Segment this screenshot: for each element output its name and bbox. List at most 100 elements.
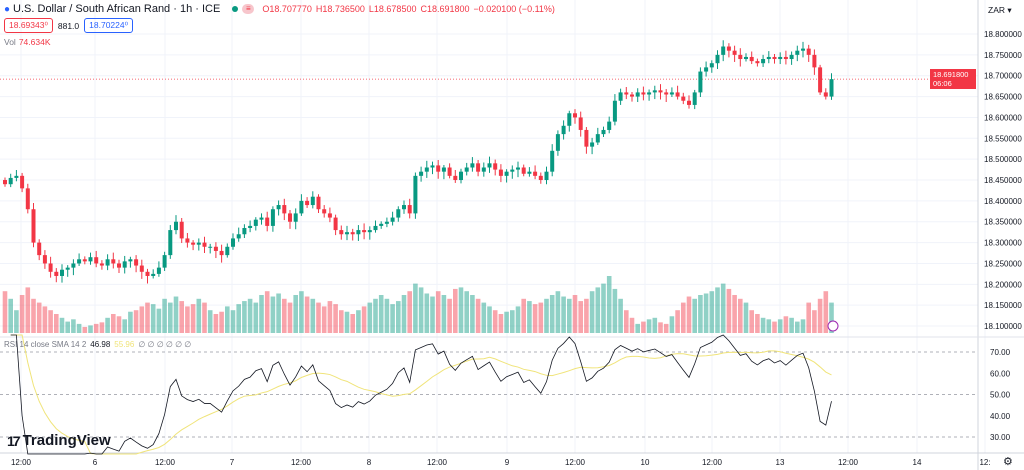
candle-body [14,175,19,178]
volume-bar [435,291,441,333]
time-tick-label: 9 [505,458,510,467]
volume-bar [225,306,230,333]
candle-body [721,46,726,55]
volume-bar [510,310,515,333]
candle-body [601,129,606,135]
volume-bar [31,298,36,333]
candle-body [687,100,691,105]
volume-bar [202,302,207,333]
volume-bar [675,310,680,333]
price-tick-label: 18.800000 [984,30,1022,39]
volume-bar [76,323,82,333]
hamburger-icon[interactable]: ≡ [242,4,255,14]
time-tick-label: 12:00 [11,458,32,467]
volume-bar [743,302,749,333]
volume-bar [504,311,509,333]
volume-bar [310,298,316,333]
volume-bar [760,317,766,333]
candle-body [305,200,310,206]
candle-body [299,200,304,214]
candle-body [48,263,53,272]
candle-body [339,230,344,235]
volume-bar [812,310,817,333]
sell-button[interactable]: 18.69343⁰ [4,18,53,33]
time-tick-label: 6 [93,458,98,467]
volume-bar [686,296,692,333]
candle-body [447,167,452,176]
candle-body [664,92,669,95]
candle-body [105,259,110,266]
volume-bar [624,310,629,333]
candle-body [715,54,720,64]
candle-body [333,217,338,231]
currency-selector[interactable]: ZAR ▾ [988,5,1012,16]
candle-body [578,117,583,130]
volume-bar [105,317,110,333]
volume-bar [578,301,583,333]
candle-body [248,225,253,228]
volume-bar [65,321,70,333]
candle-body [419,171,424,176]
volume-bar [515,306,521,333]
volume-bar [168,302,173,333]
volume-bar [641,321,646,333]
candle-body [128,259,133,262]
candle-body [117,263,121,268]
symbol-header: ● U.S. Dollar / South African Rand · 1h … [4,3,555,15]
price-tick-label: 18.700000 [984,72,1022,81]
candle-body [99,263,104,266]
volume-bar [772,321,777,333]
candle-body [196,242,201,245]
candle-body [749,56,754,62]
candle-body [174,221,178,231]
volume-bar [738,298,743,333]
bar-countdown: 06:06 [933,79,952,88]
candle-body [396,209,401,218]
rsi-legend[interactable]: RSI 14 close SMA 14 2 46.98 55.96 ∅ ∅ ∅ … [4,340,191,349]
volume-bar [498,314,504,333]
candle-body [772,56,777,60]
ohlc-close: C18.691800 [420,4,470,14]
candle-body [459,171,463,181]
candle-body [436,165,441,172]
volume-bar [567,298,572,333]
candle-body [487,163,492,168]
time-tick-label: 10 [641,458,650,467]
volume-bar [561,296,566,333]
volume-bar [36,302,42,333]
volume-bar [549,295,555,333]
candle-body [111,259,116,264]
buy-button[interactable]: 18.70224⁰ [84,18,134,33]
tradingview-logo[interactable]: 17 TradingView [7,432,111,449]
gear-icon[interactable]: ⚙ [1003,456,1013,468]
volume-bar [470,295,475,333]
candle-body [179,221,184,239]
candle-body [812,54,817,68]
candle-body [829,79,834,97]
time-tick-label: 14 [913,458,922,467]
symbol-title[interactable]: U.S. Dollar / South African Rand · 1h · … [13,3,221,15]
candle-body [65,267,70,270]
candle-body [818,67,823,93]
time-tick-label: 13 [776,458,785,467]
price-tick-label: 18.300000 [984,239,1022,248]
volume-bar [720,283,726,333]
time-tick-label: 12:00 [427,458,448,467]
volume-bar [544,298,549,333]
volume-bar [316,302,321,333]
volume-bar [99,322,105,333]
candle-body [60,269,64,276]
candle-body [738,54,743,60]
volume-bar [190,304,196,333]
lightning-icon [827,320,839,332]
volume-bar [777,319,783,333]
candle-body [8,177,13,185]
candle-body [413,175,418,214]
currency-label: ZAR [988,5,1005,15]
volume-bar [327,301,333,333]
candle-body [3,180,7,185]
candle-body [270,209,275,226]
volume-bar [401,295,407,333]
volume-bar [453,288,458,333]
